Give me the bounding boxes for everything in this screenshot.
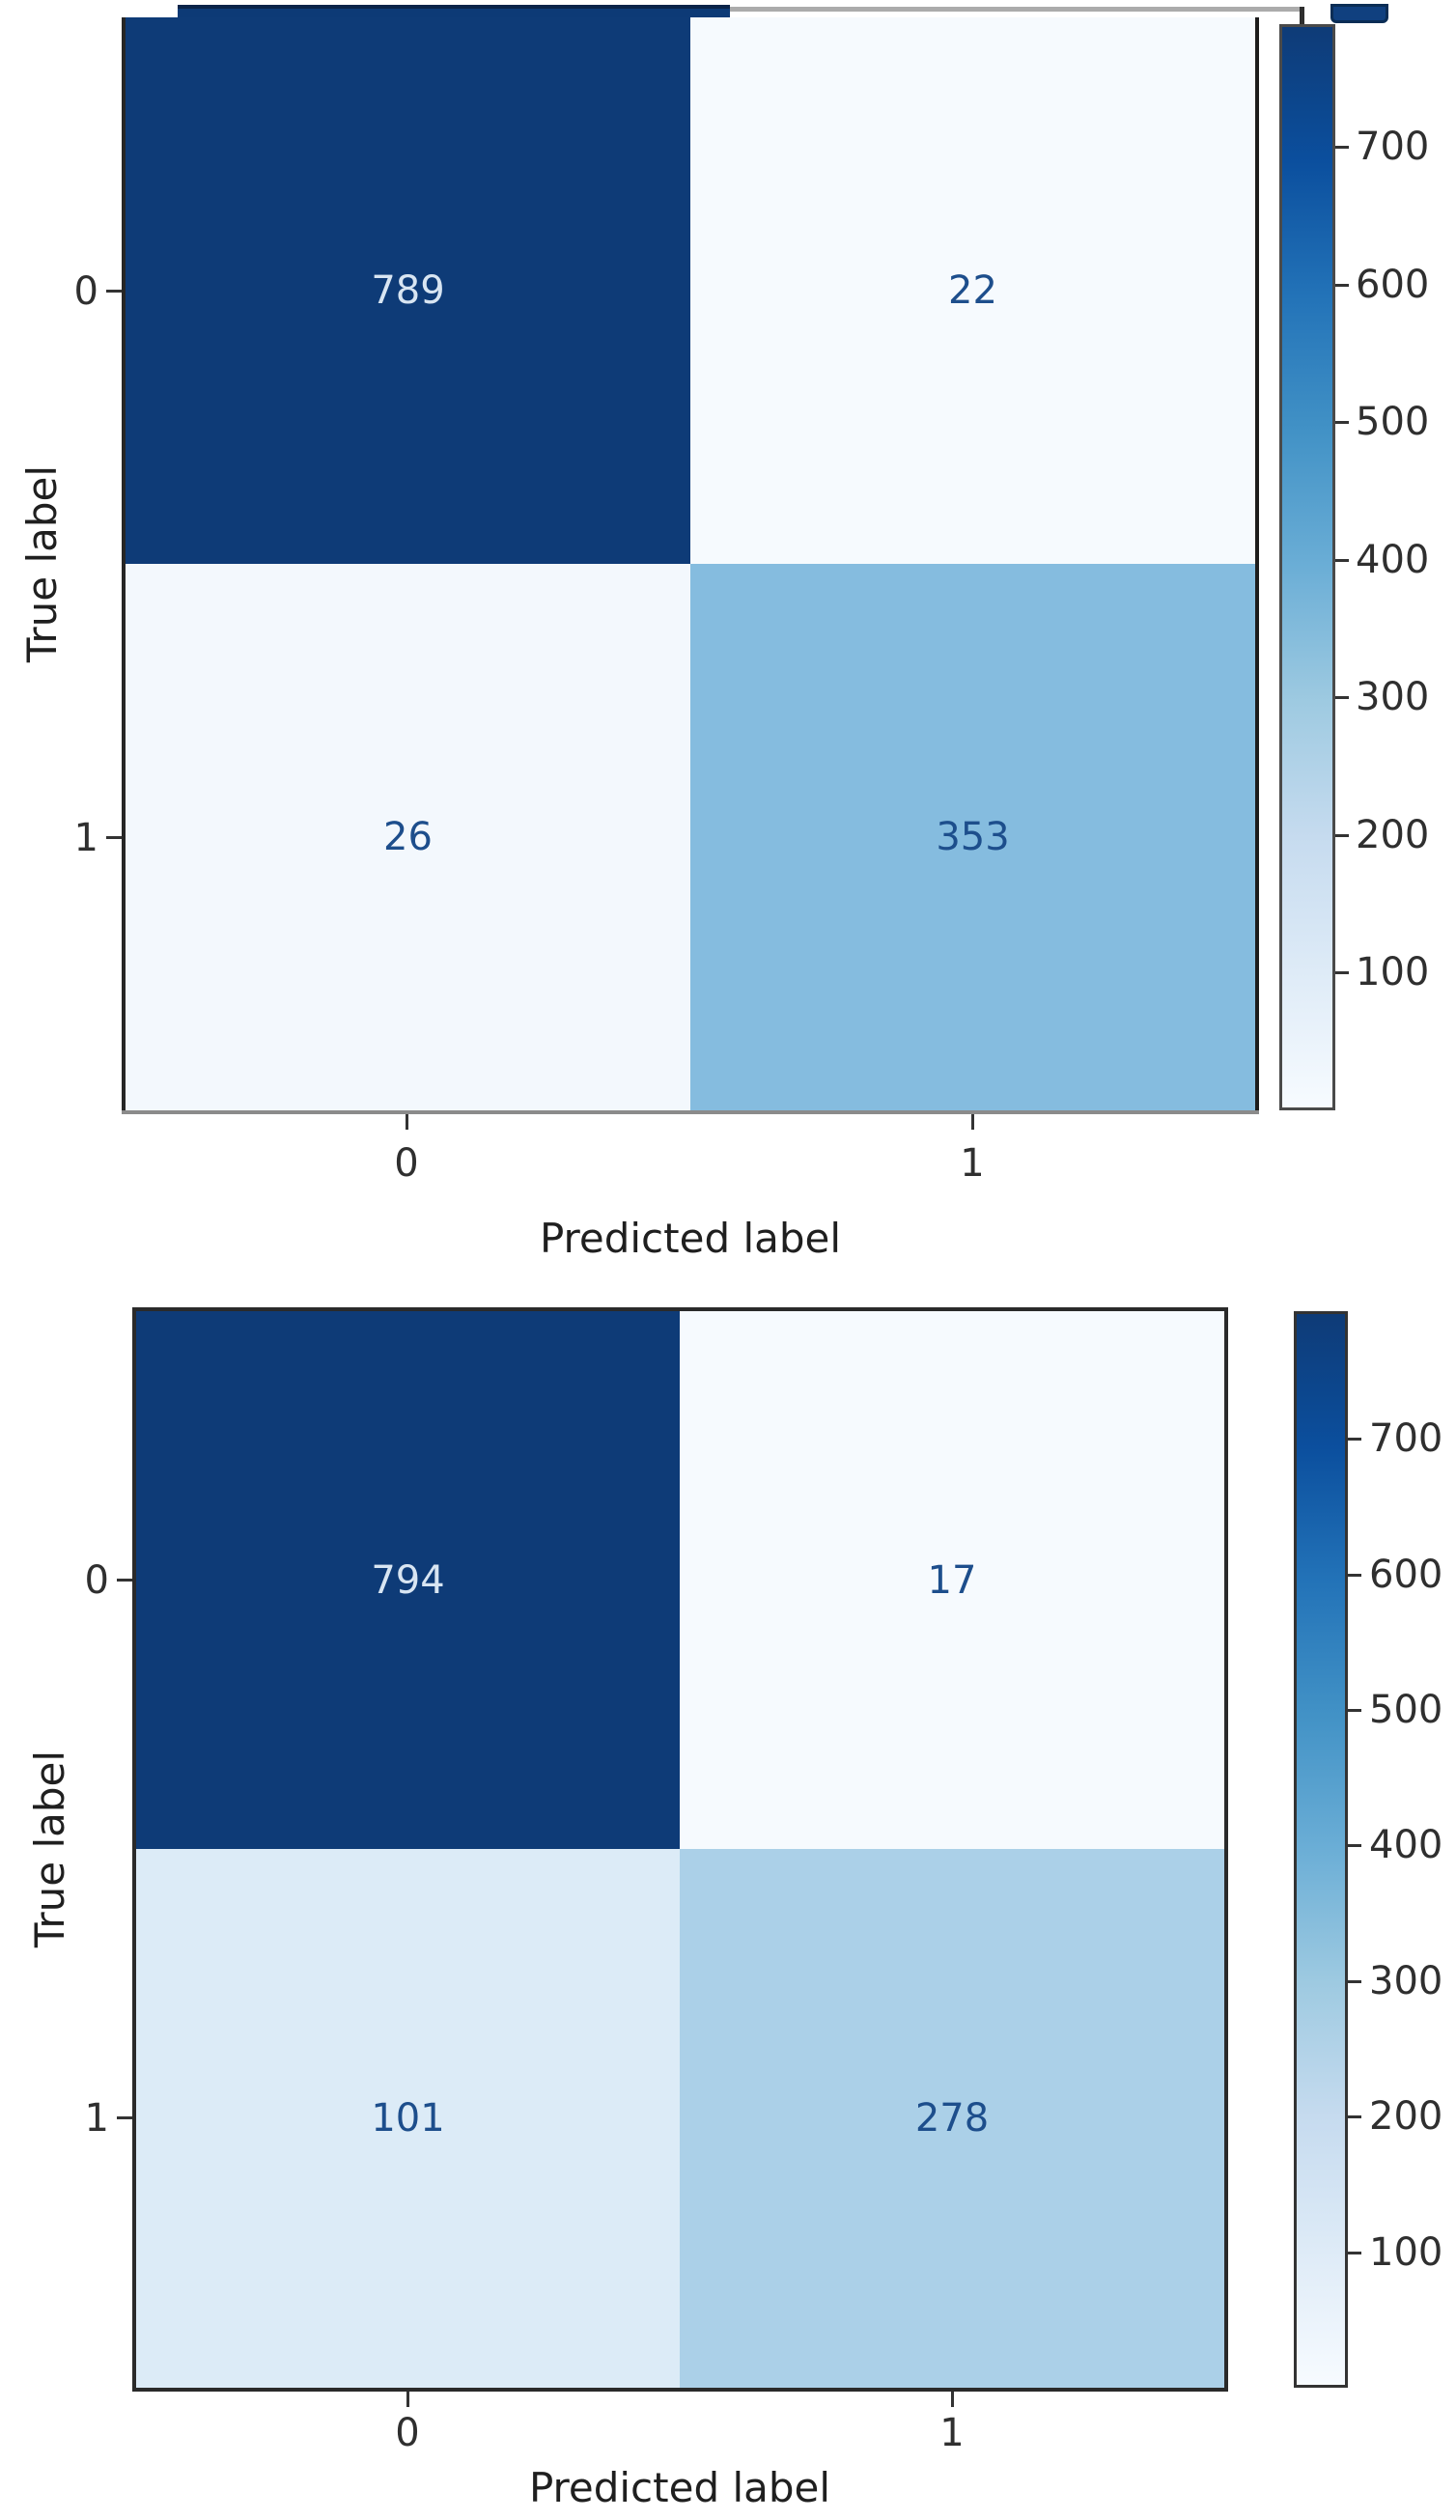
cm1-ytick-label-1: 1 xyxy=(73,816,98,860)
cm1-cell-true0-pred1: 22 xyxy=(690,17,1255,564)
cm1-ytick-mark-0 xyxy=(106,290,122,293)
cm2-cell-true1-pred0: 101 xyxy=(136,1849,680,2388)
cm1-cbar-tick-600 xyxy=(1335,284,1349,287)
cm1-xtick-mark-0 xyxy=(406,1114,408,1130)
cm2-value-true1-pred1: 278 xyxy=(914,2096,990,2141)
cm1-right-spine xyxy=(1255,17,1259,1114)
cm2-cell-true1-pred1: 278 xyxy=(680,1849,1224,2388)
cm2-right-spine xyxy=(1224,1307,1228,2392)
cm1-cbar-label-600: 600 xyxy=(1356,263,1430,307)
cm2-cbar-label-600: 600 xyxy=(1369,1553,1443,1597)
cm2-cbar-tick-200 xyxy=(1348,2115,1361,2118)
cm1-xtick-label-1: 1 xyxy=(960,1141,985,1186)
cm2-cbar-label-700: 700 xyxy=(1369,1416,1443,1461)
cm2-xtick-mark-1 xyxy=(951,2392,954,2407)
cm2-cbar-label-500: 500 xyxy=(1369,1688,1443,1732)
prev-figure-bottom-spine-sliver xyxy=(730,7,1302,12)
cm1-cbar-label-200: 200 xyxy=(1356,813,1430,857)
cm2-cbar-label-300: 300 xyxy=(1369,1959,1443,2003)
cm1-cell-true0-pred0: 789 xyxy=(126,17,690,564)
cm2-value-true0-pred1: 17 xyxy=(927,1557,977,1603)
cm2-ytick-label-0: 0 xyxy=(84,1558,109,1603)
cm2-cbar-label-400: 400 xyxy=(1369,1823,1443,1867)
cm1-cbar-tick-700 xyxy=(1335,146,1349,149)
cm1-xlabel: Predicted label xyxy=(539,1215,842,1262)
prev-figure-corner-tick xyxy=(1300,7,1304,28)
cm1-xtick-label-0: 0 xyxy=(394,1141,419,1186)
cm2-cbar-tick-500 xyxy=(1348,1709,1361,1712)
cm2-bottom-spine xyxy=(132,2388,1228,2392)
cm1-cbar-label-700: 700 xyxy=(1356,125,1430,169)
prev-figure-colorbar-stub xyxy=(1330,4,1388,23)
cm1-colorbar xyxy=(1279,24,1335,1110)
cm2-cbar-tick-100 xyxy=(1348,2252,1361,2254)
cm2-value-true0-pred0: 794 xyxy=(371,1557,445,1603)
cm2-top-spine xyxy=(132,1307,1228,1311)
cm1-cbar-tick-200 xyxy=(1335,834,1349,837)
cm1-ylabel: True label xyxy=(18,464,66,663)
cm2-cbar-label-200: 200 xyxy=(1369,2094,1443,2139)
cm1-left-spine xyxy=(122,17,126,1114)
cm2-value-true1-pred0: 101 xyxy=(371,2096,445,2141)
cm1-xtick-mark-1 xyxy=(971,1114,974,1130)
cm1-bottom-spine xyxy=(122,1110,1259,1114)
cm1-cell-true1-pred0: 26 xyxy=(126,564,690,1110)
cm1-value-true1-pred0: 26 xyxy=(383,815,433,859)
cm2-cell-true0-pred1: 17 xyxy=(680,1311,1224,1849)
cm1-value-true0-pred1: 22 xyxy=(948,268,997,313)
cm1-ytick-label-0: 0 xyxy=(73,269,98,314)
cm1-cbar-label-400: 400 xyxy=(1356,538,1430,582)
cm2-colorbar xyxy=(1294,1311,1348,2388)
cm1-cbar-tick-400 xyxy=(1335,559,1349,562)
cm2-cbar-tick-300 xyxy=(1348,1980,1361,1983)
prev-figure-cell-sliver xyxy=(178,5,730,17)
cm2-cbar-tick-700 xyxy=(1348,1438,1361,1441)
cm2-ytick-mark-0 xyxy=(117,1579,132,1582)
cm2-ytick-label-1: 1 xyxy=(84,2096,109,2141)
cm2-ylabel: True label xyxy=(26,1750,73,1948)
cm1-cbar-label-500: 500 xyxy=(1356,400,1430,444)
cm2-left-spine xyxy=(132,1307,136,2392)
cm1-value-true1-pred1: 353 xyxy=(936,815,1010,859)
cm1-cbar-tick-300 xyxy=(1335,696,1349,699)
cm2-cbar-tick-600 xyxy=(1348,1574,1361,1577)
cm2-xtick-label-1: 1 xyxy=(939,2411,965,2455)
cm1-cell-true1-pred1: 353 xyxy=(690,564,1255,1110)
cm1-value-true0-pred0: 789 xyxy=(371,268,445,313)
cm2-cbar-tick-400 xyxy=(1348,1844,1361,1847)
cm1-cbar-tick-100 xyxy=(1335,971,1349,974)
cm1-cbar-label-300: 300 xyxy=(1356,675,1430,719)
cm2-cell-true0-pred0: 794 xyxy=(136,1311,680,1849)
cm1-cbar-tick-500 xyxy=(1335,421,1349,424)
cm2-cbar-label-100: 100 xyxy=(1369,2230,1443,2275)
cm1-ytick-mark-1 xyxy=(106,836,122,839)
cm2-ytick-mark-1 xyxy=(117,2116,132,2119)
cm1-cbar-label-100: 100 xyxy=(1356,950,1430,994)
cm2-xtick-mark-0 xyxy=(406,2392,409,2407)
cm2-xtick-label-0: 0 xyxy=(395,2411,420,2455)
cm2-xlabel: Predicted label xyxy=(528,2464,831,2511)
